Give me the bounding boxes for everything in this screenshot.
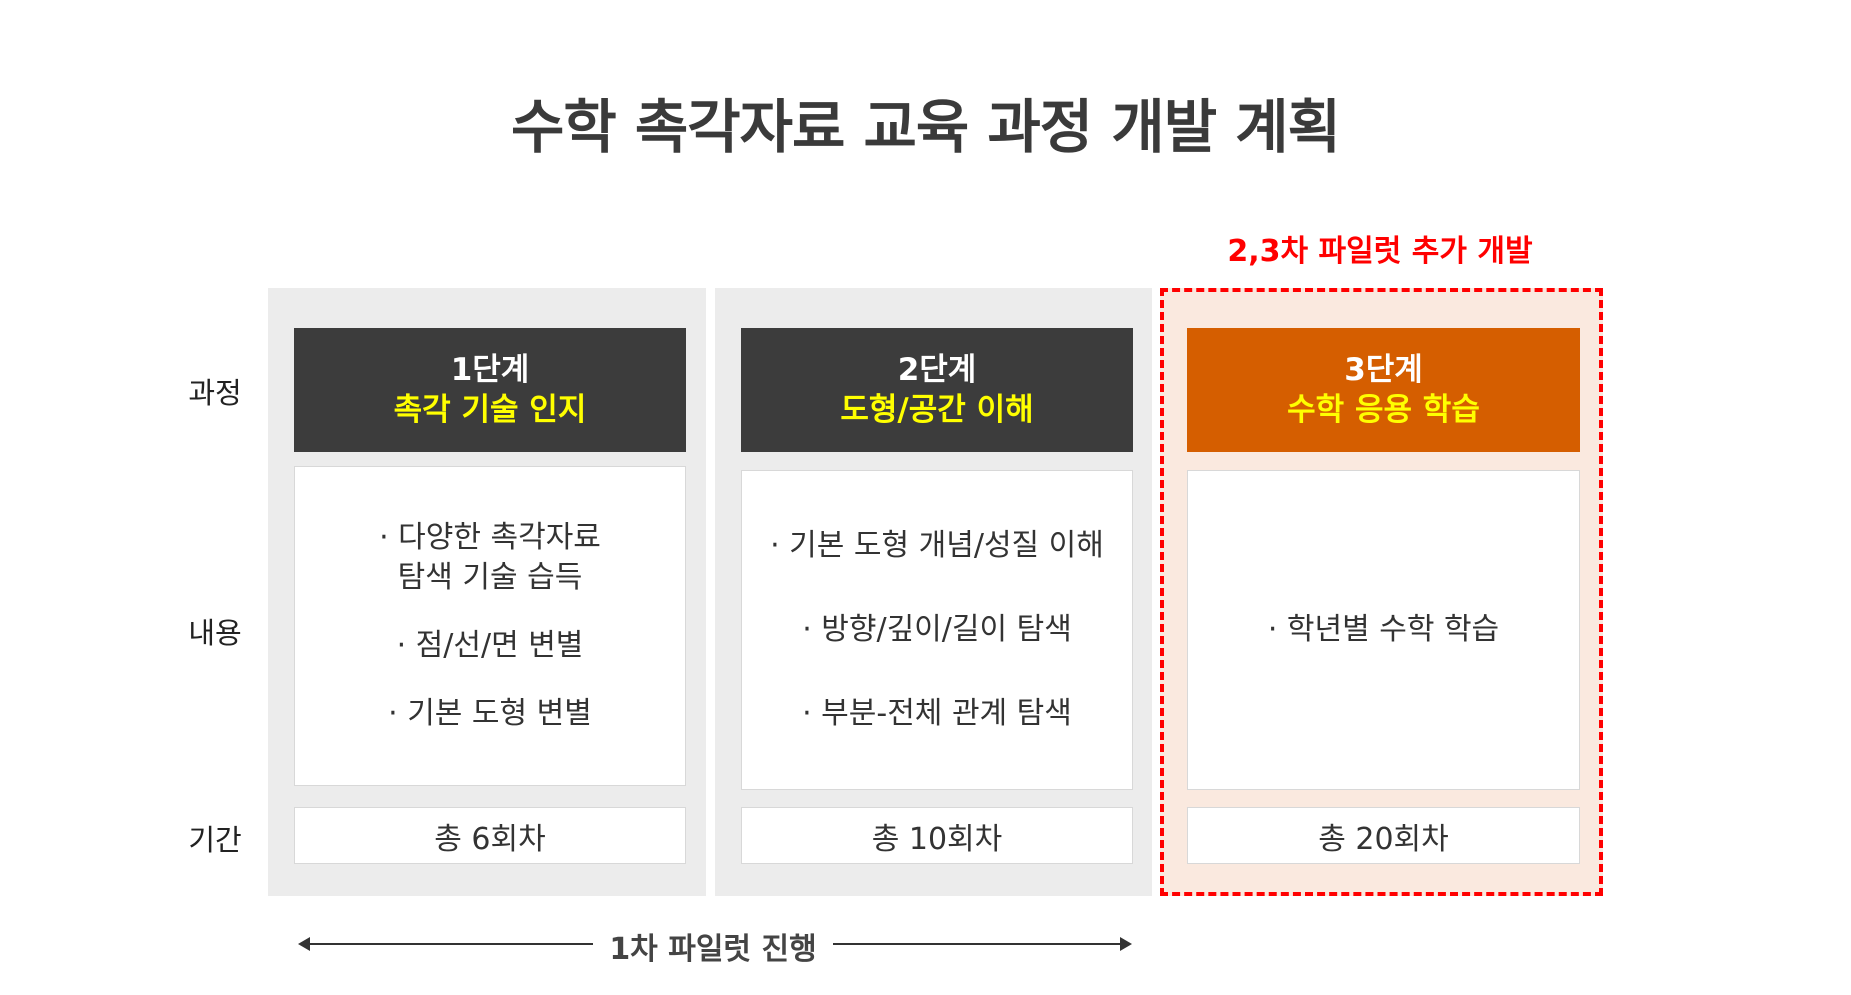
stage-3-header: 3단계 수학 응용 학습 [1187, 328, 1580, 452]
additional-development-label: 2,3차 파일럿 추가 개발 [1227, 234, 1533, 269]
content-item: · 다양한 촉각자료 탐색 기술 습득 [379, 520, 601, 595]
content-item: · 점/선/면 변별 [396, 628, 584, 663]
content-item: · 부분-전체 관계 탐색 [802, 696, 1072, 731]
stage-2-name: 도형/공간 이해 [840, 392, 1034, 428]
stage-1-number: 1단계 [450, 352, 530, 388]
page-title: 수학 촉각자료 교육 과정 개발 계획 [510, 93, 1341, 161]
stage-1-name: 촉각 기술 인지 [393, 392, 587, 428]
pilot-arrow-line-right [833, 943, 1123, 945]
row-label-period: 기간 [188, 823, 242, 857]
pilot-arrow-line-left [305, 943, 593, 945]
stage-3-period: 총 20회차 [1187, 807, 1580, 864]
stage-2-header: 2단계 도형/공간 이해 [741, 328, 1133, 452]
content-item: · 학년별 수학 학습 [1267, 612, 1500, 647]
content-item: · 기본 도형 변별 [388, 696, 592, 731]
row-label-content: 내용 [188, 616, 242, 650]
stage-2-number: 2단계 [897, 352, 977, 388]
row-label-course: 과정 [188, 376, 242, 410]
stage-3-name: 수학 응용 학습 [1287, 392, 1480, 428]
pilot-label: 1차 파일럿 진행 [609, 932, 817, 967]
content-item: · 기본 도형 개념/성질 이해 [770, 528, 1104, 563]
stage-1-content: · 다양한 촉각자료 탐색 기술 습득 · 점/선/면 변별 · 기본 도형 변… [294, 466, 686, 786]
stage-1-period: 총 6회차 [294, 807, 686, 864]
stage-2-period: 총 10회차 [741, 807, 1133, 864]
arrow-right-icon [1120, 937, 1132, 951]
arrow-left-icon [298, 937, 310, 951]
stage-2-content: · 기본 도형 개념/성질 이해 · 방향/깊이/길이 탐색 · 부분-전체 관… [741, 470, 1133, 790]
stage-3-number: 3단계 [1344, 352, 1423, 388]
stage-3-content: · 학년별 수학 학습 [1187, 470, 1580, 790]
content-item: · 방향/깊이/길이 탐색 [802, 612, 1072, 647]
stage-1-header: 1단계 촉각 기술 인지 [294, 328, 686, 452]
